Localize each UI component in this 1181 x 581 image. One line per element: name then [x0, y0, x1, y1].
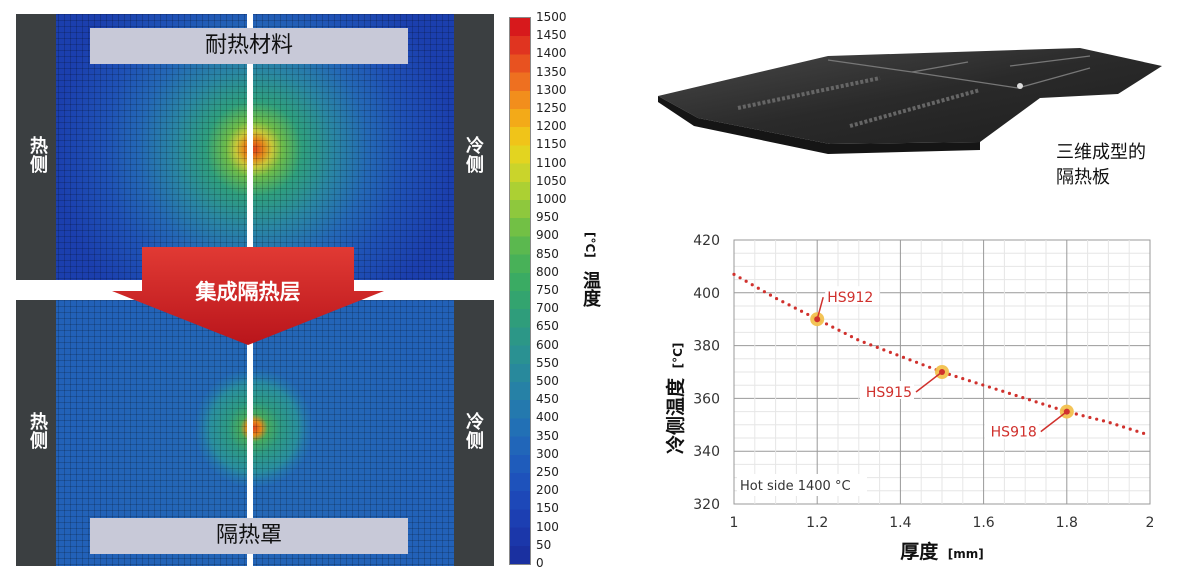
callout-line: [816, 297, 824, 320]
colorbar-tick-label: 100: [536, 519, 559, 534]
colorbar-tick-label: 600: [536, 337, 559, 352]
colorbar-tick-label: 500: [536, 374, 559, 388]
colorbar-tick-label: 1150: [536, 137, 567, 152]
colorbar-tick-label: 950: [536, 210, 559, 225]
y-tick-label: 340: [693, 444, 720, 460]
temperature-colorbar: [509, 17, 531, 565]
colorbar-tick-label: 450: [536, 392, 559, 407]
annotation-box: [737, 474, 867, 496]
colorbar-tick-label: 300: [536, 446, 559, 461]
top-title: 耐热材料: [90, 28, 408, 64]
cold-side-label-bottom: 冷侧: [463, 412, 484, 450]
y-axis-label: 冷侧温度 [°C]: [664, 343, 687, 454]
sim-panel-bottom: 热侧 冷侧 隔热罩: [16, 300, 494, 566]
colorbar-tick-label: 1100: [536, 155, 567, 170]
y-tick-label: 380: [693, 339, 720, 355]
colorbar-tick-label: 1400: [536, 46, 567, 61]
y-axis-label-text: 冷侧温度: [664, 377, 687, 454]
sim-panel-top: 热侧 冷侧 耐热材料: [16, 14, 494, 280]
panel-caption-line2: 隔热板: [1056, 167, 1110, 188]
colorbar-tick-label: 750: [536, 283, 559, 297]
x-tick-label: 1: [730, 515, 739, 531]
point-label: HS918: [991, 425, 1037, 441]
hot-side-bar-top: [16, 14, 56, 280]
bottom-title: 隔热罩: [90, 518, 408, 554]
colorbar-tick-label: 350: [536, 428, 559, 443]
colorbar-tick-label: 550: [536, 355, 559, 370]
colorbar-tick-label: 1500: [536, 10, 567, 24]
point-label-bg: [860, 381, 914, 399]
arrow-label: 集成隔热层: [195, 280, 301, 304]
colorbar-tick-label: 1300: [536, 82, 567, 97]
x-axis-label: 厚度 [mm]: [900, 540, 984, 563]
panel-caption-line1: 三维成型的: [1056, 142, 1146, 163]
y-tick-label: 420: [693, 233, 720, 249]
point-label-bg: [984, 420, 1039, 439]
y-tick-label: 360: [693, 391, 720, 407]
callout-line: [915, 371, 943, 393]
colorbar-tick-label: 150: [536, 501, 559, 516]
colorbar-tick-label: 400: [536, 410, 559, 425]
y-tick-label: 400: [693, 286, 720, 302]
colorbar-title-text: 温度: [580, 271, 601, 308]
x-tick-label: 1.2: [806, 515, 828, 531]
colorbar-tick-label: 1250: [536, 101, 567, 115]
colorbar-tick-label: 800: [536, 264, 559, 279]
colorbar-tick-label: 50: [536, 537, 552, 552]
colorbar-tick-label: 700: [536, 301, 559, 316]
cold-side-label-top: 冷侧: [463, 136, 484, 174]
panel-caption: 三维成型的 隔热板: [1056, 140, 1146, 190]
callout-line: [1040, 411, 1068, 433]
hot-side-label-bottom: 热侧: [27, 412, 48, 450]
point-marker-center: [814, 316, 821, 323]
hot-side-label-top: 热侧: [27, 136, 48, 174]
hot-side-annotation: Hot side 1400 °C: [740, 479, 851, 494]
x-tick-label: 1.8: [1056, 515, 1078, 531]
hot-side-bar-bottom: [16, 300, 56, 566]
gap-line-bottom: [247, 300, 253, 566]
y-tick-label: 320: [693, 497, 720, 513]
colorbar-title: [°C] 温度: [577, 232, 603, 307]
y-axis-unit: [°C]: [671, 343, 685, 369]
colorbar-tick-label: 850: [536, 246, 559, 261]
x-tick-label: 1.6: [972, 515, 994, 531]
x-axis-label-text: 厚度: [900, 540, 939, 563]
point-label: HS912: [827, 290, 873, 306]
x-tick-label: 1.4: [889, 515, 911, 531]
colorbar-tick-label: 1050: [536, 173, 567, 188]
gap-line-top: [247, 14, 253, 280]
cold-side-bar-top: [454, 14, 494, 280]
colorbar-tick-label: 1450: [536, 28, 567, 43]
x-tick-label: 2: [1146, 515, 1155, 531]
cold-side-temperature-chart: 1 1.2 1.4 1.6 1.8 2 320 340 360 380 400 420 HS912 H…: [664, 233, 1155, 563]
point-label-bg: [825, 286, 880, 305]
formed-panel-image: [658, 48, 1162, 154]
colorbar-unit: [°C]: [583, 232, 597, 258]
colorbar-tick-label: 200: [536, 483, 559, 498]
point-label: HS915: [866, 385, 912, 401]
x-axis-unit: [mm]: [948, 547, 984, 561]
colorbar-tick-label: 900: [536, 228, 559, 243]
colorbar-tick-label: 250: [536, 465, 559, 479]
cold-side-bar-bottom: [454, 300, 494, 566]
colorbar-tick-label: 1000: [536, 192, 567, 206]
colorbar-tick-label: 1200: [536, 119, 567, 134]
colorbar-tick-label: 650: [536, 319, 559, 334]
colorbar-tick-label: 0: [536, 556, 544, 570]
transition-arrow: [112, 247, 384, 345]
colorbar-tick-label: 1350: [536, 64, 567, 79]
